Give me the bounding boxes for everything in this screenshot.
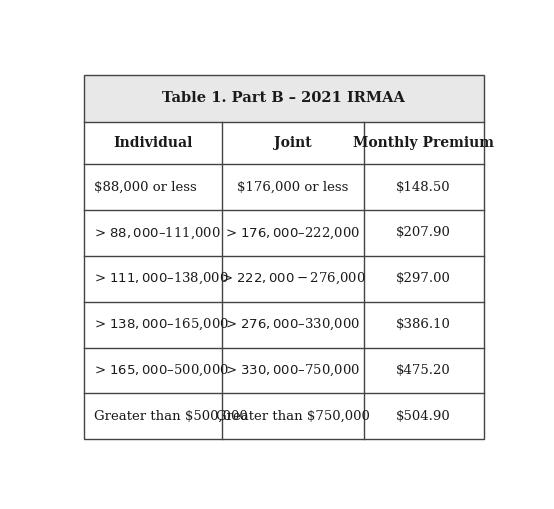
Text: Greater than $750,000: Greater than $750,000 [216,410,370,423]
Bar [84,210,484,256]
Text: $207.90: $207.90 [396,227,451,239]
Bar [84,302,484,348]
Text: > $222,000 -$276,000: > $222,000 -$276,000 [220,271,365,287]
Bar [84,122,484,164]
Bar [84,348,484,393]
Text: > $330,000 – $750,000: > $330,000 – $750,000 [225,363,361,378]
Bar [84,256,484,302]
Text: Table 1. Part B – 2021 IRMAA: Table 1. Part B – 2021 IRMAA [162,92,406,105]
Bar [84,393,484,439]
Text: > $138,000 – $165,000: > $138,000 – $165,000 [94,317,229,332]
Text: Monthly Premium: Monthly Premium [353,136,494,150]
Text: $475.20: $475.20 [396,364,451,377]
Text: $148.50: $148.50 [396,181,451,193]
Bar [84,75,484,122]
Text: $297.00: $297.00 [396,272,451,285]
Text: Joint: Joint [274,136,312,150]
Text: $386.10: $386.10 [396,318,451,331]
Text: $88,000 or less: $88,000 or less [94,181,197,193]
Bar [84,164,484,210]
Text: > $88,000 – $111,000: > $88,000 – $111,000 [94,225,220,241]
Text: > $111,000 – $138,000: > $111,000 – $138,000 [94,271,229,287]
Text: > $176,000 – $222,000: > $176,000 – $222,000 [225,225,361,241]
Text: Greater than $500,000: Greater than $500,000 [94,410,248,423]
Text: $176,000 or less: $176,000 or less [237,181,348,193]
Text: > $165,000 – $500,000: > $165,000 – $500,000 [94,363,229,378]
Text: Individual: Individual [114,136,193,150]
Text: $504.90: $504.90 [396,410,451,423]
Text: > $276,000 – $330,000: > $276,000 – $330,000 [225,317,361,332]
